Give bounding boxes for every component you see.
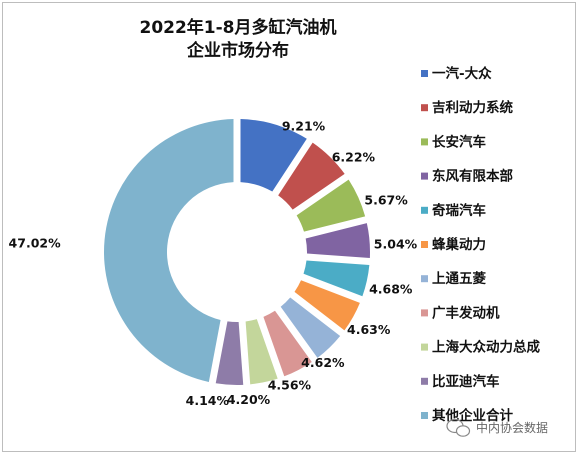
legend-swatch-东风有限本部: [421, 172, 428, 180]
legend-swatch-蜂巢动力: [421, 241, 428, 248]
legend-label-东风有限本部: 东风有限本部: [432, 168, 513, 185]
legend-swatch-长安汽车: [421, 138, 428, 146]
value-label-上通五菱: 4.62%: [301, 355, 345, 370]
value-label-一汽-大众: 9.21%: [282, 119, 326, 134]
chart-title-line-2: 企业市场分布: [186, 40, 289, 61]
slice-上海大众动力总成: [245, 319, 278, 385]
legend-label-上通五菱: 上通五菱: [432, 270, 486, 287]
legend-swatch-广丰发动机: [421, 309, 428, 317]
watermark: 中内协会数据: [446, 418, 548, 437]
legend-label-上海大众动力总成: 上海大众动力总成: [432, 339, 540, 356]
slice-一汽-大众: [240, 119, 307, 192]
legend-label-长安汽车: 长安汽车: [432, 133, 486, 150]
slice-长安汽车: [296, 179, 366, 232]
legend-swatch-上海大众动力总成: [421, 343, 428, 351]
value-label-奇瑞汽车: 4.68%: [369, 281, 413, 296]
slice-吉利动力系统: [278, 142, 345, 210]
slice-蜂巢动力: [294, 280, 360, 331]
chart-legend: 一汽-大众吉利动力系统长安汽车东风有限本部奇瑞汽车蜂巢动力上通五菱广丰发动机上海…: [421, 65, 540, 424]
value-labels: 9.21% 6.22% 5.67% 5.04% 4.68% 4.63% 4.62% 4.56%…: [9, 119, 418, 408]
slice-奇瑞汽车: [303, 260, 370, 297]
legend-label-蜂巢动力: 蜂巢动力: [432, 236, 486, 253]
chart-frame: [2, 2, 576, 452]
legend-swatch-一汽-大众: [421, 70, 428, 77]
value-label-蜂巢动力: 4.63%: [347, 322, 391, 337]
legend-label-广丰发动机: 广丰发动机: [432, 304, 500, 321]
value-label-长安汽车: 5.67%: [364, 193, 408, 208]
legend-label-比亚迪汽车: 比亚迪汽车: [432, 373, 500, 390]
watermark-text: 中内协会数据: [476, 420, 548, 435]
chart-title-line-1: 2022年1-8月多缸汽油机: [139, 17, 336, 38]
legend-swatch-其他企业合计: [421, 412, 428, 419]
slice-上通五菱: [280, 297, 341, 358]
value-label-东风有限本部: 5.04%: [374, 236, 418, 251]
value-label-吉利动力系统: 6.22%: [332, 149, 376, 164]
value-label-广丰发动机: 4.56%: [268, 378, 312, 393]
legend-swatch-吉利动力系统: [421, 104, 428, 112]
value-label-比亚迪汽车: 4.14%: [186, 393, 230, 408]
legend-swatch-上通五菱: [421, 275, 428, 283]
donut-slices: [104, 119, 370, 386]
legend-label-吉利动力系统: 吉利动力系统: [432, 99, 513, 116]
legend-swatch-奇瑞汽车: [421, 206, 428, 214]
legend-swatch-比亚迪汽车: [421, 377, 428, 385]
value-label-上海大众动力总成: 4.20%: [227, 392, 271, 407]
value-label-其他企业合计: 47.02%: [9, 235, 62, 250]
slice-广丰发动机: [263, 310, 312, 377]
slice-东风有限本部: [305, 223, 370, 259]
legend-label-奇瑞汽车: 奇瑞汽车: [432, 202, 486, 219]
legend-label-一汽-大众: 一汽-大众: [432, 65, 492, 82]
slice-其他企业合计: [104, 119, 234, 382]
slice-比亚迪汽车: [215, 321, 244, 386]
wechat-icon: [446, 418, 471, 437]
